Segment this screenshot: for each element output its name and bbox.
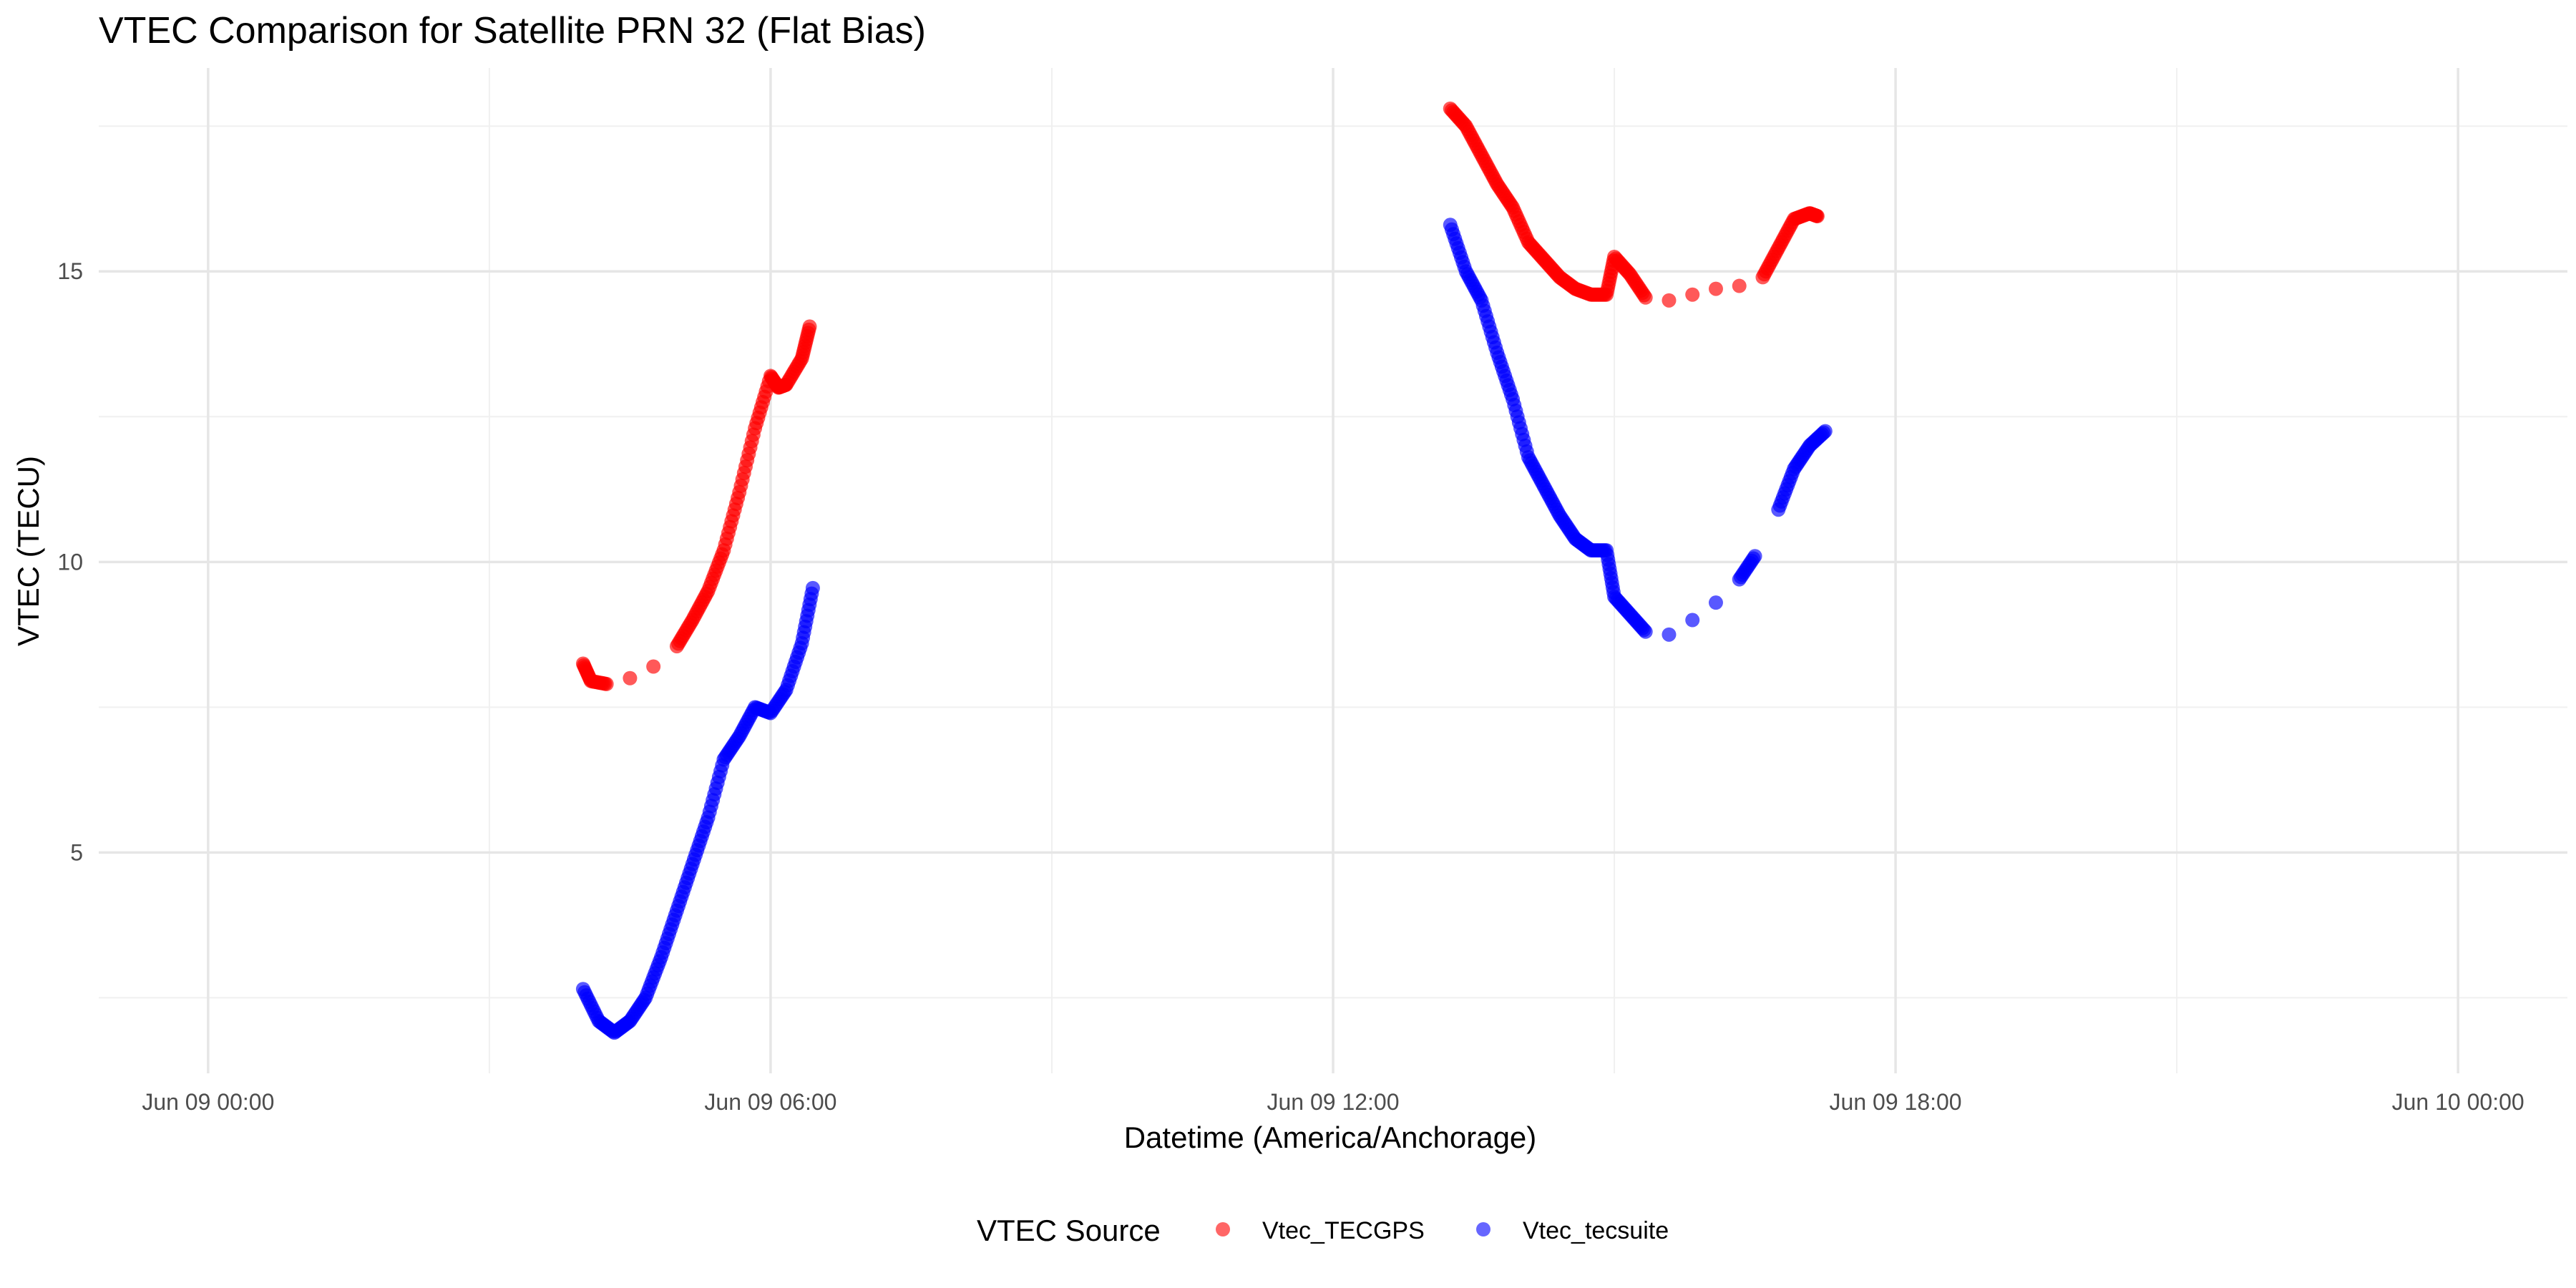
y-tick-label: 15: [57, 258, 83, 284]
chart-title: VTEC Comparison for Satellite PRN 32 (Fl…: [99, 10, 926, 52]
y-axis-title: VTEC (TECU): [11, 456, 45, 646]
data-point: [1662, 628, 1676, 642]
series-Vtec_tecsuite: [576, 218, 1833, 1040]
legend-key-tecsuite: [1476, 1222, 1491, 1236]
data-point: [1732, 279, 1747, 293]
data-point: [646, 660, 660, 674]
grid: [99, 68, 2567, 1073]
data-point: [1709, 282, 1723, 296]
data-point: [1685, 613, 1699, 628]
x-tick-label: Jun 09 12:00: [1267, 1089, 1399, 1115]
legend-label-tecsuite: Vtec_tecsuite: [1523, 1217, 1669, 1244]
series-group: [576, 102, 1833, 1040]
x-tick-labels: Jun 09 00:00 Jun 09 06:00 Jun 09 12:00 Jun …: [142, 1089, 2524, 1115]
data-point: [1818, 424, 1833, 439]
data-point: [600, 677, 614, 691]
legend-title: VTEC Source: [977, 1214, 1161, 1247]
data-point: [1709, 595, 1723, 610]
legend-label-tecgps: Vtec_TECGPS: [1262, 1217, 1425, 1244]
x-tick-label: Jun 10 00:00: [2392, 1089, 2524, 1115]
data-point: [623, 671, 637, 686]
data-point: [806, 581, 820, 595]
data-point: [1685, 288, 1699, 302]
data-point: [803, 319, 817, 333]
x-axis-title: Datetime (America/Anchorage): [1124, 1121, 1537, 1154]
data-point: [1810, 209, 1825, 223]
legend: VTEC Source Vtec_TECGPS Vtec_tecsuite: [977, 1214, 1669, 1247]
data-point: [1662, 293, 1676, 308]
legend-key-tecgps: [1216, 1222, 1230, 1236]
x-tick-label: Jun 09 18:00: [1830, 1089, 1962, 1115]
data-point: [1748, 549, 1762, 563]
data-point: [1639, 625, 1653, 639]
y-tick-labels: 5 10 15: [57, 258, 83, 865]
x-tick-label: Jun 09 00:00: [142, 1089, 274, 1115]
x-tick-label: Jun 09 06:00: [704, 1089, 836, 1115]
y-tick-label: 10: [57, 549, 83, 575]
series-Vtec_TECGPS: [576, 102, 1825, 691]
y-tick-label: 5: [70, 839, 83, 865]
data-point: [1639, 291, 1653, 305]
